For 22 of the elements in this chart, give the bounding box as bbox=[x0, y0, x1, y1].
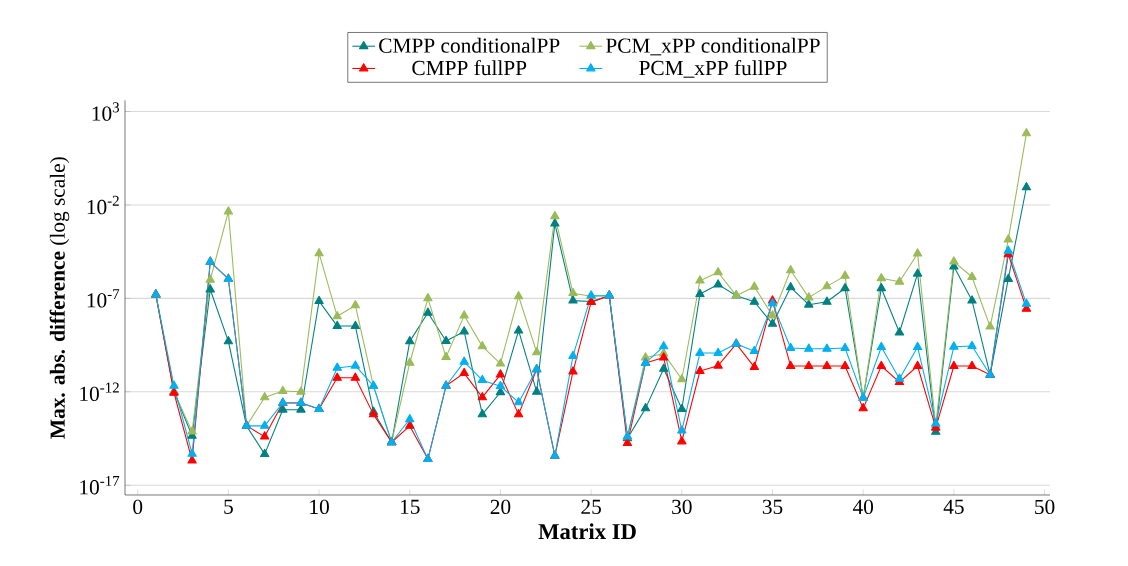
legend-label: PCM_xPP fullPP bbox=[639, 59, 787, 78]
x-tick-label: 30 bbox=[672, 499, 692, 515]
x-axis-title: Matrix ID bbox=[538, 523, 636, 540]
legend-label: CMPP fullPP bbox=[412, 59, 527, 76]
y-tick-label: 10$^{3}$ bbox=[92, 102, 120, 121]
y-tick-label: 10$^{-7}$ bbox=[87, 289, 120, 308]
x-tick-label: 20 bbox=[490, 499, 511, 515]
x-tick-label: 45 bbox=[943, 499, 964, 514]
x-tick-label: 5 bbox=[224, 499, 233, 514]
y-axis-title: Max. abs. difference (log scale) bbox=[49, 157, 70, 439]
x-tick-label: 15 bbox=[400, 499, 420, 514]
y-tick-label: 10$^{-17}$ bbox=[80, 476, 120, 495]
legend-label: PCM_xPP conditionalPP bbox=[606, 37, 820, 56]
x-tick-label: 50 bbox=[1035, 499, 1055, 515]
x-tick-label: 35 bbox=[762, 499, 783, 515]
y-tick-label: 10$^{-2}$ bbox=[87, 195, 119, 215]
x-tick-label: 40 bbox=[852, 499, 874, 515]
x-tick-label: 0 bbox=[133, 499, 143, 515]
legend-label: CMPP conditionalPP bbox=[379, 37, 560, 53]
x-tick-label: 10 bbox=[310, 499, 329, 515]
x-tick-label: 25 bbox=[581, 499, 601, 515]
y-tick-label: 10$^{-12}$ bbox=[80, 382, 119, 402]
